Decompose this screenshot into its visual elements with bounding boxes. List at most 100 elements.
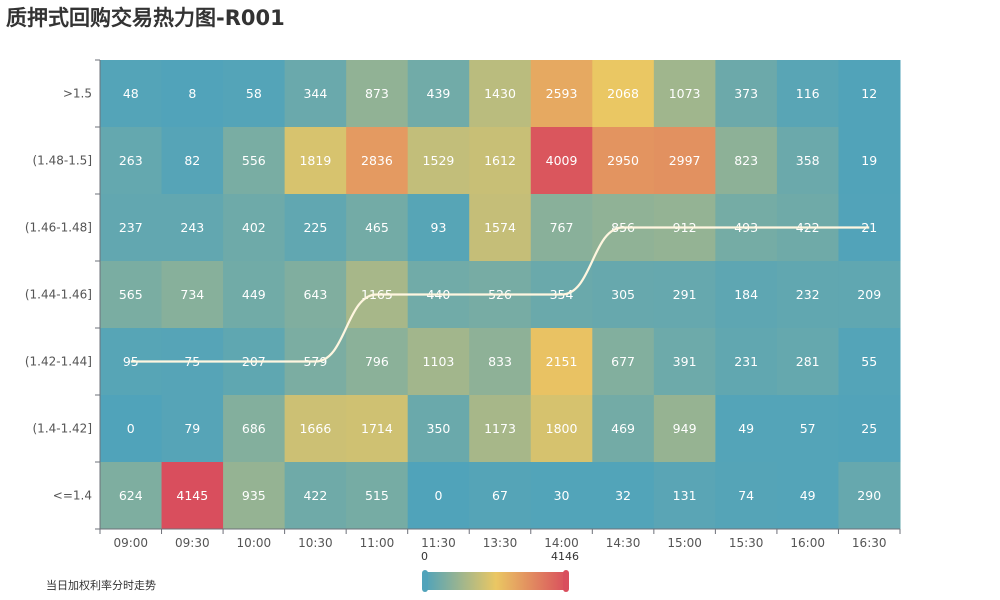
- heatmap-cell[interactable]: [100, 395, 163, 463]
- heatmap-cell[interactable]: [653, 462, 716, 530]
- heatmap-cell[interactable]: [407, 127, 470, 195]
- heatmap-cell[interactable]: [838, 261, 901, 329]
- heatmap-cell[interactable]: [530, 462, 593, 530]
- visual-map-gradient-bar[interactable]: [425, 572, 567, 590]
- heatmap-cell-value: 565: [119, 287, 143, 302]
- heatmap-cell[interactable]: [223, 60, 286, 128]
- heatmap-cell[interactable]: [284, 395, 347, 463]
- heatmap-cell-value: 184: [734, 287, 758, 302]
- heatmap-cell[interactable]: [284, 194, 347, 262]
- heatmap-cell[interactable]: [653, 261, 716, 329]
- heatmap-cell[interactable]: [715, 127, 778, 195]
- heatmap-cell[interactable]: [469, 462, 532, 530]
- heatmap-cell[interactable]: [838, 328, 901, 396]
- heatmap-cell[interactable]: [223, 395, 286, 463]
- heatmap-cell[interactable]: [284, 127, 347, 195]
- x-tick-label: 15:00: [667, 536, 702, 550]
- heatmap-cell[interactable]: [592, 462, 655, 530]
- heatmap-cell[interactable]: [407, 462, 470, 530]
- heatmap-cell[interactable]: [530, 127, 593, 195]
- heatmap-cell[interactable]: [592, 395, 655, 463]
- heatmap-cell[interactable]: [838, 127, 901, 195]
- heatmap-cell-value: 643: [303, 287, 327, 302]
- heatmap-cell-value: 1612: [484, 153, 516, 168]
- heatmap-cell-value: 4145: [176, 488, 208, 503]
- trend-line[interactable]: [130, 226, 870, 363]
- heatmap-cell[interactable]: [530, 194, 593, 262]
- heatmap-cell[interactable]: [592, 60, 655, 128]
- heatmap-cell[interactable]: [407, 194, 470, 262]
- heatmap-cell[interactable]: [161, 127, 224, 195]
- heatmap-cell-value: 391: [673, 354, 697, 369]
- visual-map-max-handle[interactable]: [563, 570, 569, 592]
- heatmap-cell[interactable]: [346, 395, 409, 463]
- heatmap-cell[interactable]: [530, 395, 593, 463]
- x-tick-label: 14:00: [544, 536, 579, 550]
- heatmap-cell[interactable]: [407, 328, 470, 396]
- heatmap-cell[interactable]: [407, 395, 470, 463]
- heatmap-cell[interactable]: [100, 127, 163, 195]
- heatmap-cell[interactable]: [592, 261, 655, 329]
- heatmap-cell[interactable]: [715, 261, 778, 329]
- heatmap-cell[interactable]: [715, 395, 778, 463]
- heatmap-cell[interactable]: [284, 462, 347, 530]
- heatmap-cell[interactable]: [653, 395, 716, 463]
- heatmap-cells: [100, 60, 901, 530]
- heatmap-cell[interactable]: [100, 462, 163, 530]
- heatmap-cell[interactable]: [838, 462, 901, 530]
- heatmap-cell[interactable]: [346, 60, 409, 128]
- legend-series-label[interactable]: 当日加权利率分时走势: [46, 579, 156, 592]
- heatmap-cell[interactable]: [653, 127, 716, 195]
- heatmap-cell[interactable]: [346, 462, 409, 530]
- heatmap-cell[interactable]: [715, 60, 778, 128]
- heatmap-cell[interactable]: [469, 395, 532, 463]
- heatmap-cell-value: 469: [611, 421, 635, 436]
- heatmap-cell[interactable]: [776, 127, 839, 195]
- heatmap-cell[interactable]: [530, 60, 593, 128]
- heatmap-cell[interactable]: [346, 194, 409, 262]
- heatmap-cell[interactable]: [776, 328, 839, 396]
- visual-map-min-handle[interactable]: [422, 570, 428, 592]
- heatmap-cell[interactable]: [407, 60, 470, 128]
- heatmap-cell[interactable]: [161, 60, 224, 128]
- heatmap-cell[interactable]: [346, 127, 409, 195]
- heatmap-cell[interactable]: [715, 462, 778, 530]
- heatmap-cell[interactable]: [100, 194, 163, 262]
- heatmap-cell[interactable]: [100, 261, 163, 329]
- heatmap-cell[interactable]: [161, 194, 224, 262]
- heatmap-cell[interactable]: [776, 60, 839, 128]
- heatmap-cell-value: 290: [857, 488, 881, 503]
- heatmap-cell[interactable]: [223, 462, 286, 530]
- heatmap-cell[interactable]: [223, 127, 286, 195]
- heatmap-cell[interactable]: [592, 127, 655, 195]
- heatmap-cell[interactable]: [715, 328, 778, 396]
- heatmap-cell[interactable]: [223, 261, 286, 329]
- heatmap-cell[interactable]: [776, 462, 839, 530]
- heatmap-cell[interactable]: [653, 60, 716, 128]
- heatmap-cell[interactable]: [284, 261, 347, 329]
- heatmap-cell[interactable]: [592, 328, 655, 396]
- heatmap-cell[interactable]: [223, 194, 286, 262]
- heatmap-cell-value: 116: [796, 86, 820, 101]
- heatmap-cell-value: 1529: [423, 153, 455, 168]
- heatmap-cell[interactable]: [469, 127, 532, 195]
- heatmap-cell[interactable]: [838, 60, 901, 128]
- heatmap-cell[interactable]: [776, 261, 839, 329]
- heatmap-cell-value: 25: [861, 421, 877, 436]
- heatmap-cell[interactable]: [161, 395, 224, 463]
- heatmap-cell-value: 209: [857, 287, 881, 302]
- heatmap-cell[interactable]: [161, 462, 224, 530]
- heatmap-cell[interactable]: [161, 261, 224, 329]
- heatmap-cell[interactable]: [776, 395, 839, 463]
- heatmap-cell[interactable]: [100, 60, 163, 128]
- heatmap-cell[interactable]: [284, 60, 347, 128]
- heatmap-cell[interactable]: [469, 194, 532, 262]
- heatmap-cell[interactable]: [653, 328, 716, 396]
- heatmap-cell[interactable]: [530, 328, 593, 396]
- heatmap-cell[interactable]: [469, 60, 532, 128]
- heatmap-cell-value: 2836: [361, 153, 393, 168]
- heatmap-cell[interactable]: [838, 395, 901, 463]
- heatmap-cell[interactable]: [469, 328, 532, 396]
- heatmap-cell[interactable]: [346, 328, 409, 396]
